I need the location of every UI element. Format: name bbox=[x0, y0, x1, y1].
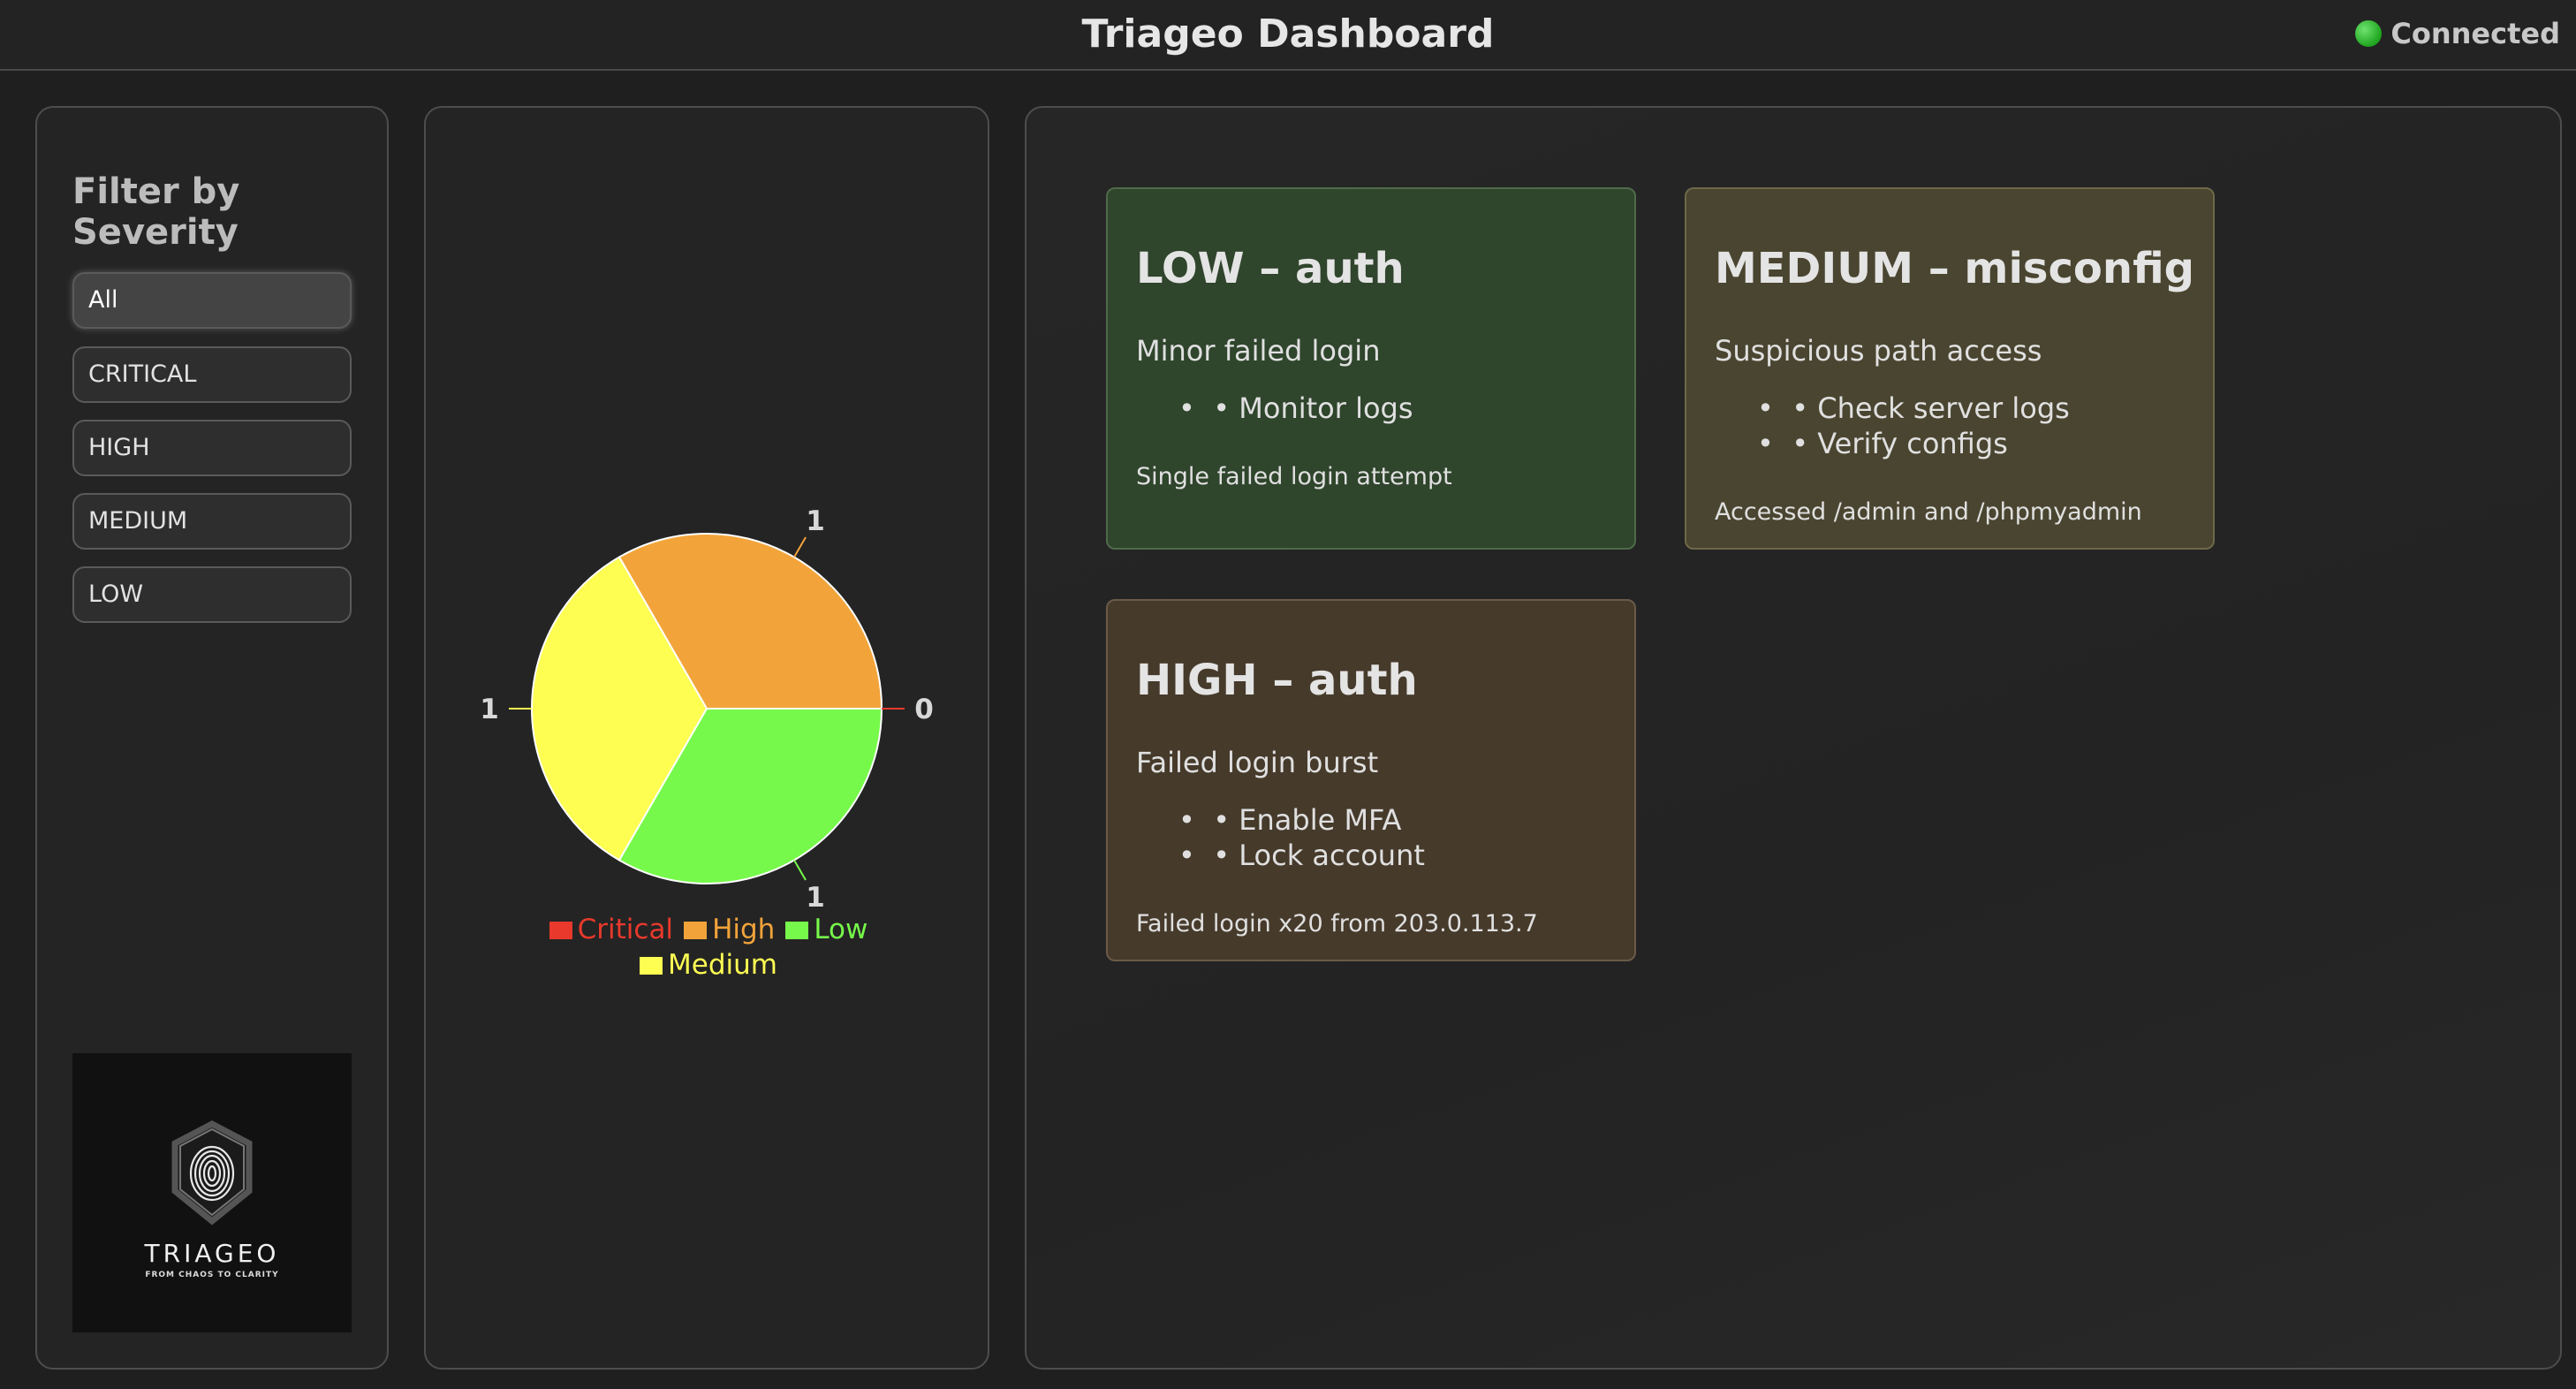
incident-title: MEDIUM – misconfig bbox=[1715, 244, 2194, 293]
incident-summary: Suspicious path access bbox=[1715, 334, 2042, 368]
incident-detail: Accessed /admin and /phpmyadmin bbox=[1715, 498, 2142, 526]
incident-title: LOW – auth bbox=[1136, 244, 1405, 293]
incident-summary: Minor failed login bbox=[1136, 334, 1381, 368]
incident-action: • Lock account bbox=[1178, 838, 1425, 873]
filter-medium-button[interactable]: MEDIUM bbox=[72, 493, 352, 550]
pie-data-label: 1 bbox=[806, 882, 825, 914]
incident-actions: • Monitor logs bbox=[1178, 391, 1413, 426]
incident-card[interactable]: MEDIUM – misconfig Suspicious path acces… bbox=[1685, 187, 2215, 550]
logo-tagline: FROM CHAOS TO CLARITY bbox=[145, 1271, 279, 1279]
filter-title: Filter by Severity bbox=[72, 171, 240, 253]
incident-actions: • Enable MFA • Lock account bbox=[1178, 802, 1425, 873]
pie-leader-line bbox=[793, 859, 807, 881]
legend-label: High bbox=[712, 914, 776, 945]
pie-leader-line bbox=[793, 536, 807, 558]
legend-label: Critical bbox=[577, 914, 674, 945]
legend-swatch bbox=[785, 922, 809, 939]
severity-pie-chart: 1 1 1 0 bbox=[480, 505, 934, 914]
pie-data-label: 1 bbox=[480, 694, 499, 725]
legend-swatch bbox=[684, 922, 708, 939]
chart-legend: Critical High Low Medium bbox=[443, 912, 974, 983]
incident-card[interactable]: LOW – auth Minor failed login • Monitor … bbox=[1106, 187, 1636, 550]
legend-item-low[interactable]: Low bbox=[785, 912, 868, 947]
status-dot-icon bbox=[2355, 20, 2383, 47]
incident-detail: Failed login x20 from 203.0.113.7 bbox=[1136, 910, 1538, 937]
incident-card[interactable]: HIGH – auth Failed login burst • Enable … bbox=[1106, 599, 1636, 961]
filter-all-button[interactable]: All bbox=[72, 272, 352, 329]
filter-sidebar: Filter by Severity All CRITICAL HIGH MED… bbox=[35, 106, 389, 1370]
incident-title: HIGH – auth bbox=[1136, 656, 1418, 705]
incident-action: • Check server logs bbox=[1757, 391, 2070, 426]
severity-chart-panel: 1 1 1 0 Critical High Low Medium bbox=[424, 106, 989, 1370]
pie-data-label: 1 bbox=[806, 505, 825, 537]
filter-low-button[interactable]: LOW bbox=[72, 566, 352, 623]
legend-label: Medium bbox=[668, 949, 777, 981]
legend-item-high[interactable]: High bbox=[684, 912, 775, 947]
brand-logo: TRIAGEO FROM CHAOS TO CLARITY bbox=[72, 1053, 352, 1332]
incident-summary: Failed login burst bbox=[1136, 746, 1379, 779]
connection-status-label: Connected bbox=[2390, 17, 2560, 50]
fingerprint-shield-icon bbox=[171, 1120, 253, 1226]
incident-action: • Enable MFA bbox=[1178, 802, 1425, 838]
legend-swatch bbox=[640, 957, 663, 975]
incident-action: • Monitor logs bbox=[1178, 391, 1413, 426]
legend-item-critical[interactable]: Critical bbox=[549, 912, 673, 947]
incident-detail: Single failed login attempt bbox=[1136, 463, 1452, 490]
filter-high-button[interactable]: HIGH bbox=[72, 420, 352, 476]
filter-critical-button[interactable]: CRITICAL bbox=[72, 346, 352, 403]
page-title: Triageo Dashboard bbox=[1081, 11, 1495, 57]
incident-actions: • Check server logs • Verify configs bbox=[1757, 391, 2070, 461]
legend-item-medium[interactable]: Medium bbox=[640, 947, 777, 983]
connection-status: Connected bbox=[2355, 16, 2560, 51]
logo-name: TRIAGEO bbox=[144, 1239, 280, 1268]
incident-action: • Verify configs bbox=[1757, 426, 2070, 461]
app-header: Triageo Dashboard Connected bbox=[0, 0, 2576, 71]
pie-data-label: 0 bbox=[914, 694, 934, 725]
legend-label: Low bbox=[814, 914, 868, 945]
incident-grid: LOW – auth Minor failed login • Monitor … bbox=[1025, 106, 2562, 1370]
legend-swatch bbox=[549, 922, 572, 939]
